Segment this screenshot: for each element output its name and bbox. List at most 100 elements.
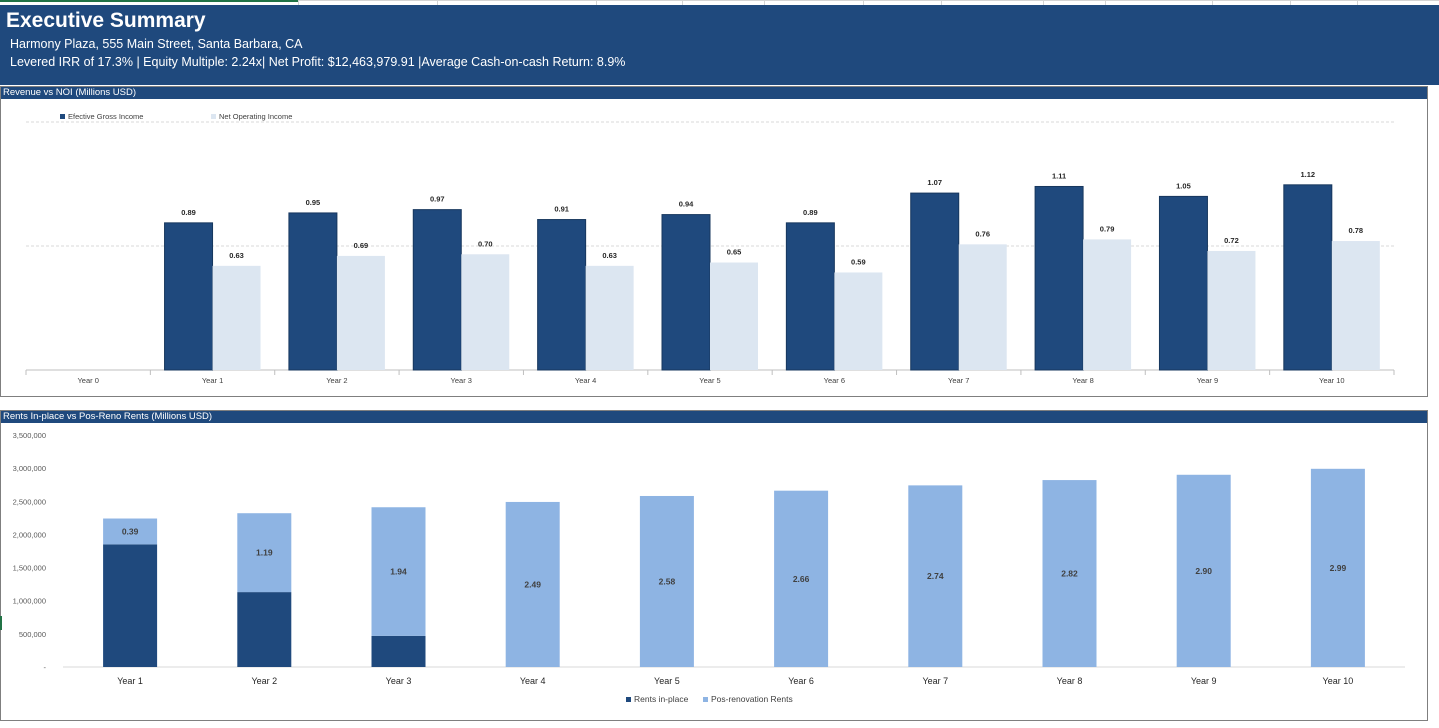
- column-divider: [941, 1, 942, 5]
- data-label: 0.69: [354, 241, 369, 250]
- legend-swatch: [60, 114, 65, 119]
- bar-net-operating-income: [958, 244, 1007, 370]
- y-tick-label: 1,500,000: [13, 564, 46, 573]
- bar-effective-gross-income: [785, 222, 835, 371]
- data-label: 0.59: [851, 257, 866, 266]
- data-label: 2.49: [524, 579, 541, 589]
- bar-pos-renovation-rents: [1176, 474, 1231, 667]
- rents-chart: - 500,000 1,000,000 1,500,000 2,000,000 2,500…: [13, 431, 1405, 704]
- bar-pos-renovation-rents: [103, 518, 158, 545]
- data-label: 0.91: [554, 205, 569, 214]
- data-label: 0.39: [122, 526, 139, 536]
- data-label: 1.07: [927, 178, 942, 187]
- chart-title: Revenue vs NOI (Millions USD): [1, 87, 1427, 99]
- column-divider: [437, 1, 438, 5]
- bar-pos-renovation-rents: [774, 490, 829, 667]
- column-divider: [298, 1, 299, 5]
- x-tick-label: Year 10: [1319, 376, 1345, 385]
- data-label: 2.74: [927, 571, 944, 581]
- x-tick-label: Year 10: [1323, 676, 1354, 686]
- column-divider: [596, 1, 597, 5]
- data-label: 2.66: [793, 574, 810, 584]
- legend-label: Efective Gross Income: [68, 112, 143, 121]
- column-divider: [764, 1, 765, 5]
- summary-header: Executive Summary Harmony Plaza, 555 Mai…: [0, 5, 1439, 85]
- x-tick-label: Year 2: [326, 376, 347, 385]
- y-tick-label: 2,000,000: [13, 530, 46, 539]
- data-label: 1.05: [1176, 181, 1191, 190]
- bar-net-operating-income: [1207, 250, 1256, 370]
- bar-effective-gross-income: [412, 209, 462, 371]
- bar-net-operating-income: [834, 272, 883, 370]
- y-tick-label: 1,000,000: [13, 597, 46, 606]
- data-label: 2.90: [1195, 566, 1212, 576]
- x-tick-label: Year 0: [77, 376, 98, 385]
- data-label: 0.79: [1100, 224, 1115, 233]
- data-label: 1.94: [390, 567, 407, 577]
- bar-effective-gross-income: [910, 192, 960, 371]
- column-divider: [1043, 1, 1044, 5]
- bar-effective-gross-income: [1283, 184, 1333, 371]
- data-label: 1.19: [256, 548, 273, 558]
- bar-pos-renovation-rents: [237, 513, 292, 593]
- x-tick-label: Year 4: [520, 676, 546, 686]
- legend-label: Net Operating Income: [219, 112, 292, 121]
- x-tick-label: Year 1: [117, 676, 143, 686]
- revenue-noi-chart-panel[interactable]: Revenue vs NOI (Millions USD) Year 0 Year…: [0, 86, 1428, 397]
- x-tick-label: Year 3: [451, 376, 472, 385]
- x-tick-label: Year 2: [251, 676, 277, 686]
- data-label: 0.78: [1349, 226, 1364, 235]
- data-label: 2.99: [1330, 563, 1347, 573]
- legend-label: Rents in-place: [634, 694, 689, 704]
- bar-net-operating-income: [585, 265, 634, 370]
- bar-effective-gross-income: [288, 212, 338, 371]
- y-tick-label: 500,000: [19, 630, 46, 639]
- column-divider: [1105, 1, 1106, 5]
- x-tick-label: Year 6: [824, 376, 845, 385]
- bar-net-operating-income: [212, 265, 261, 370]
- page-title: Executive Summary: [6, 9, 206, 32]
- bar-effective-gross-income: [1034, 185, 1084, 371]
- legend-swatch: [626, 697, 631, 702]
- revenue-noi-chart: Year 0 Year 1 0.89 0.63 Year 2 0.95 0.69 Year 3…: [25, 112, 1395, 385]
- legend-label: Pos-renovation Rents: [711, 694, 793, 704]
- bar-pos-renovation-rents: [908, 485, 963, 667]
- bar-pos-renovation-rents: [505, 501, 560, 667]
- bar-pos-renovation-rents: [371, 507, 426, 636]
- y-tick-label: 2,500,000: [13, 497, 46, 506]
- bar-pos-renovation-rents: [1042, 480, 1097, 667]
- column-divider: [1212, 1, 1213, 5]
- property-address: Harmony Plaza, 555 Main Street, Santa Ba…: [10, 37, 303, 51]
- data-label: 0.89: [803, 208, 818, 217]
- bar-rents-in-place: [237, 592, 292, 667]
- x-tick-label: Year 8: [1072, 376, 1093, 385]
- x-tick-label: Year 7: [922, 676, 948, 686]
- row-indicator: [0, 616, 2, 630]
- data-label: 2.82: [1061, 569, 1078, 579]
- data-label: 1.11: [1052, 171, 1066, 180]
- data-label: 0.89: [181, 208, 196, 217]
- y-tick-label: 3,000,000: [13, 464, 46, 473]
- bar-rents-in-place: [103, 544, 158, 667]
- rents-chart-panel[interactable]: Rents In-place vs Pos-Reno Rents (Millio…: [0, 410, 1428, 721]
- data-label: 0.72: [1224, 236, 1239, 245]
- bar-rents-in-place: [371, 635, 426, 667]
- x-tick-label: Year 5: [699, 376, 720, 385]
- bar-pos-renovation-rents: [639, 495, 694, 667]
- data-label: 0.65: [727, 248, 742, 257]
- bar-effective-gross-income: [164, 222, 214, 371]
- data-label: 0.95: [306, 198, 321, 207]
- data-label: 0.76: [975, 229, 990, 238]
- bar-net-operating-income: [461, 254, 510, 370]
- x-tick-label: Year 9: [1191, 676, 1217, 686]
- legend-swatch: [211, 114, 216, 119]
- column-divider: [1357, 1, 1358, 5]
- selected-cell-indicator: [0, 0, 298, 2]
- bar-net-operating-income: [710, 262, 758, 370]
- legend-swatch: [703, 697, 708, 702]
- return-metrics: Levered IRR of 17.3% | Equity Multiple: …: [10, 55, 626, 69]
- data-label: 0.63: [229, 251, 244, 260]
- data-label: 0.97: [430, 195, 445, 204]
- bar-net-operating-income: [336, 255, 385, 370]
- bar-effective-gross-income: [1158, 195, 1208, 371]
